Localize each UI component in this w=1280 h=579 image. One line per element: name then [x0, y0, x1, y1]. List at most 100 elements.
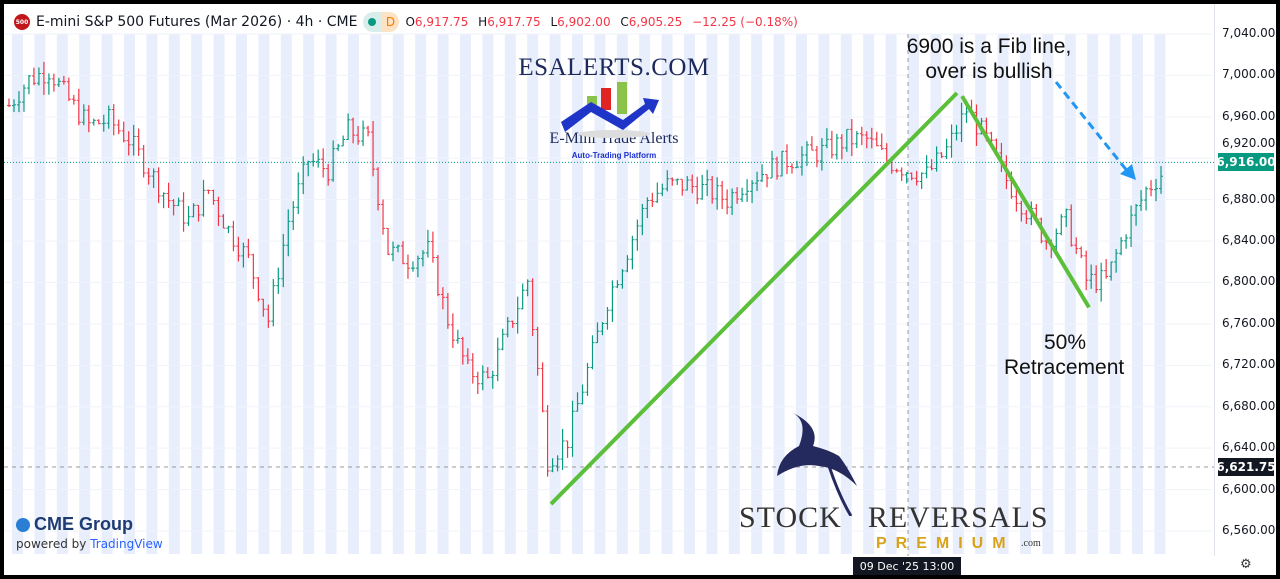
market-open-dot-icon: [363, 12, 382, 32]
y-tick-label: 6,880.00: [1222, 191, 1276, 206]
session-band: [594, 34, 606, 554]
session-band: [616, 34, 628, 554]
session-band: [863, 34, 875, 554]
y-tick-label: 6,960.00: [1222, 108, 1276, 123]
powered-by-label: powered by: [16, 537, 87, 551]
retrace-annotation: Retracement: [1004, 356, 1125, 379]
session-band: [34, 34, 46, 554]
symbol-badge: 500: [14, 14, 30, 30]
session-band: [79, 34, 91, 554]
session-band: [773, 34, 785, 554]
y-tick-label: 6,920.00: [1222, 136, 1276, 151]
delayed-badge: D: [381, 12, 400, 32]
session-band: [997, 34, 1009, 554]
session-band: [1064, 34, 1076, 554]
settings-gear-icon[interactable]: ⚙: [1240, 557, 1252, 572]
session-band: [325, 34, 337, 554]
trendline-down: [960, 95, 1091, 309]
y-tick-label: 6,640.00: [1222, 440, 1276, 455]
low-value: 6,902.00: [557, 15, 611, 29]
session-band: [1132, 34, 1143, 554]
trendline-up: [549, 91, 959, 506]
session-band: [661, 34, 673, 554]
session-band: [191, 34, 203, 554]
bull-logo-icon: [777, 412, 857, 516]
close-key: C: [620, 15, 629, 29]
globe-icon: [16, 517, 30, 532]
session-band: [1154, 34, 1166, 554]
esalerts-tagline: Auto-Trading Platform: [571, 151, 657, 160]
y-tick-label: 6,720.00: [1222, 357, 1276, 372]
price-chart[interactable]: [4, 4, 1276, 575]
crosshair-time-tag: 09 Dec '25 13:00: [853, 557, 961, 575]
symbol-title[interactable]: E-mini S&P 500 Futures (Mar 2026) · 4h ·…: [36, 14, 358, 30]
ohlc-values: O6,917.75 H6,917.75 L6,902.00 C6,905.25 …: [405, 15, 803, 29]
session-band: [728, 34, 740, 554]
session-band: [572, 34, 583, 554]
y-tick-label: 6,760.00: [1222, 315, 1276, 330]
session-band: [930, 34, 942, 554]
high-value: 6,917.75: [487, 15, 541, 29]
session-band: [460, 34, 471, 554]
session-band: [796, 34, 807, 554]
session-band: [168, 34, 180, 554]
open-key: O: [405, 15, 415, 29]
session-band: [1020, 34, 1031, 554]
session-band: [504, 34, 516, 554]
reversals-word: REVERSALS: [867, 501, 1049, 534]
session-band: [818, 34, 830, 554]
y-tick-label: 6,800.00: [1222, 274, 1276, 289]
premium-word: PREMIUM: [876, 535, 1015, 552]
esalerts-title: ESALERTS.COM: [518, 54, 710, 81]
close-value: 6,905.25: [628, 15, 683, 29]
fib-annotation: 6900 is a Fib line, over is bullish: [906, 35, 1072, 83]
session-band: [258, 34, 270, 554]
session-band: [303, 34, 315, 554]
y-tick-label: 6,680.00: [1222, 398, 1276, 413]
chart-header: 500 E-mini S&P 500 Futures (Mar 2026) · …: [14, 12, 804, 32]
chart-window: 500 E-mini S&P 500 Futures (Mar 2026) · …: [4, 4, 1276, 575]
price-change: −12.25 (−0.18%): [692, 15, 798, 29]
session-band: [840, 34, 852, 554]
session-band: [549, 34, 561, 554]
session-band: [885, 34, 897, 554]
y-tick-label: 6,840.00: [1222, 233, 1276, 248]
session-band: [1042, 34, 1054, 554]
arrow-head-icon: [1120, 164, 1136, 180]
dotcom-word: .com: [1021, 538, 1041, 549]
tradingview-link[interactable]: TradingView: [90, 537, 163, 551]
session-band: [12, 34, 23, 554]
stock-word: STOCK: [739, 501, 842, 534]
stockreversals-logo: STOCK REVERSALS PREMIUM .com: [739, 412, 1048, 554]
crosshair-price-tag: 6,621.75: [1216, 458, 1276, 477]
session-band: [1087, 34, 1099, 554]
esalerts-logo: ESALERTS.COM E-Mini Trade Alerts Auto-Tr…: [514, 54, 714, 160]
session-band: [684, 34, 695, 554]
y-tick-label: 6,560.00: [1222, 522, 1276, 537]
session-band: [124, 34, 135, 554]
low-key: L: [550, 15, 558, 29]
y-tick-label: 6,600.00: [1222, 481, 1276, 496]
session-band: [908, 34, 919, 554]
trend-arrow-logo-icon: [561, 82, 659, 138]
session-band: [952, 34, 964, 554]
open-value: 6,917.75: [414, 15, 469, 29]
retrace-pct-annotation: 50%: [1044, 331, 1087, 354]
session-band: [975, 34, 987, 554]
session-band: [482, 34, 494, 554]
session-band: [415, 34, 427, 554]
session-band: [392, 34, 404, 554]
y-tick-label: 7,000.00: [1222, 67, 1276, 82]
last-price-tag: 6,916.00: [1216, 153, 1276, 172]
session-band: [101, 34, 113, 554]
axis-divider: [1214, 4, 1215, 556]
market-status[interactable]: D: [363, 12, 400, 32]
session-band: [213, 34, 225, 554]
session-band: [706, 34, 718, 554]
session-band: [348, 34, 359, 554]
session-band: [146, 34, 158, 554]
session-band: [236, 34, 247, 554]
session-band: [370, 34, 382, 554]
cme-tradingview-logo[interactable]: CME Group powered by TradingView: [16, 514, 163, 551]
session-band: [56, 34, 68, 554]
